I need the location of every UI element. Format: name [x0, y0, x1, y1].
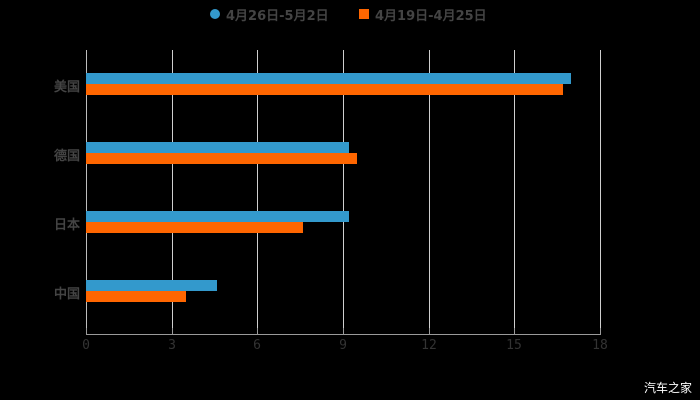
bar[interactable] [86, 280, 217, 291]
bar[interactable] [86, 211, 349, 222]
x-tick [429, 328, 430, 335]
legend-item-series-2[interactable]: 4月19日-4月25日 [359, 4, 487, 24]
x-tick-label: 9 [339, 338, 347, 353]
x-tick-label: 12 [421, 338, 437, 353]
gridline [600, 50, 601, 328]
gridline [343, 50, 344, 328]
gridline [429, 50, 430, 328]
bar[interactable] [86, 291, 186, 302]
y-axis-line [86, 50, 87, 335]
category-label: 德国 [53, 149, 80, 164]
x-tick [257, 328, 258, 335]
watermark: 汽车之家 [643, 381, 692, 395]
bar[interactable] [86, 153, 357, 164]
legend-square-icon [359, 9, 369, 19]
bar[interactable] [86, 84, 563, 95]
category-label: 美国 [53, 80, 80, 95]
category-label: 中国 [53, 287, 80, 302]
x-tick [343, 328, 344, 335]
bar[interactable] [86, 222, 303, 233]
x-tick [514, 328, 515, 335]
legend-item-series-1[interactable]: 4月26日-5月2日 [210, 4, 329, 24]
bar[interactable] [86, 142, 349, 153]
x-tick-label: 15 [506, 338, 522, 353]
x-tick-label: 3 [168, 338, 176, 353]
x-tick-label: 18 [592, 338, 608, 353]
gridline [257, 50, 258, 328]
x-tick [600, 328, 601, 335]
x-tick-label: 0 [82, 338, 90, 353]
gridline [514, 50, 515, 328]
legend-label: 4月19日-4月25日 [375, 8, 487, 24]
legend-circle-icon [210, 9, 220, 19]
x-tick [172, 328, 173, 335]
x-tick [86, 328, 87, 335]
x-tick-label: 6 [253, 338, 261, 353]
category-label: 日本 [53, 218, 80, 233]
gridline [172, 50, 173, 328]
legend-label: 4月26日-5月2日 [226, 8, 329, 24]
chart-legend: 4月26日-5月2日 4月19日-4月25日 [0, 4, 700, 24]
bar[interactable] [86, 73, 571, 84]
